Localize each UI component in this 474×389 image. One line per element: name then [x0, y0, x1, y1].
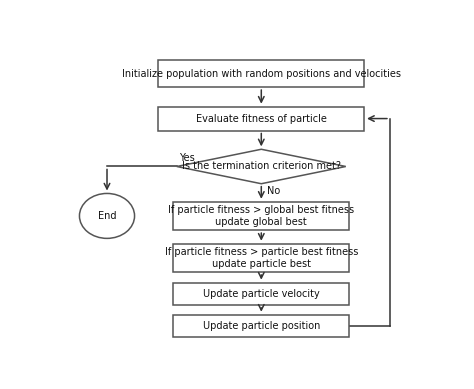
Polygon shape: [177, 149, 346, 184]
Text: Evaluate fitness of particle: Evaluate fitness of particle: [196, 114, 327, 124]
Text: Yes: Yes: [179, 153, 194, 163]
Text: Initialize population with random positions and velocities: Initialize population with random positi…: [122, 68, 401, 79]
Text: Update particle position: Update particle position: [202, 321, 320, 331]
FancyBboxPatch shape: [173, 202, 349, 230]
Text: If particle fitness > global best fitness
update global best: If particle fitness > global best fitnes…: [168, 205, 355, 227]
Text: Update particle velocity: Update particle velocity: [203, 289, 319, 299]
FancyBboxPatch shape: [173, 244, 349, 272]
Text: Is the termination criterion met?: Is the termination criterion met?: [182, 161, 341, 172]
Text: No: No: [267, 186, 280, 196]
Circle shape: [80, 193, 135, 238]
FancyBboxPatch shape: [158, 60, 364, 87]
FancyBboxPatch shape: [173, 282, 349, 305]
FancyBboxPatch shape: [158, 107, 364, 131]
Text: End: End: [98, 211, 116, 221]
FancyBboxPatch shape: [173, 315, 349, 337]
Text: If particle fitness > particle best fitness
update particle best: If particle fitness > particle best fitn…: [164, 247, 358, 269]
